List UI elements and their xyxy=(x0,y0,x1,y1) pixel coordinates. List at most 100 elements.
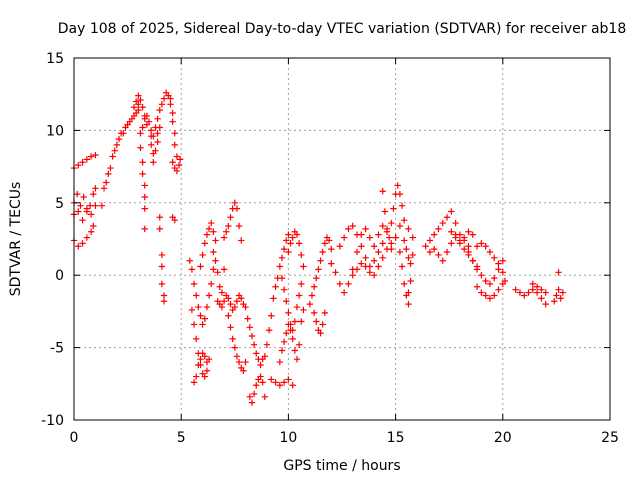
data-point-plus-marker xyxy=(259,379,266,386)
data-point-plus-marker xyxy=(98,202,106,209)
data-point-plus-marker xyxy=(452,234,459,241)
data-point-plus-marker xyxy=(193,292,200,299)
data-point-plus-marker xyxy=(439,257,446,264)
data-point-plus-marker xyxy=(233,353,241,360)
data-point-plus-marker xyxy=(370,243,378,250)
data-point-plus-marker xyxy=(521,292,528,299)
data-point-plus-marker xyxy=(139,159,146,166)
data-point-plus-marker xyxy=(156,214,163,221)
data-point-plus-marker xyxy=(495,266,502,273)
data-point-plus-marker xyxy=(317,329,324,337)
data-point-plus-marker xyxy=(126,118,133,125)
data-point-plus-marker xyxy=(220,266,228,273)
data-point-plus-marker xyxy=(77,202,84,209)
data-point-plus-marker xyxy=(409,251,416,259)
data-point-plus-marker xyxy=(86,202,94,209)
x-tick-label: 25 xyxy=(601,430,619,446)
data-point-plus-marker xyxy=(465,243,472,250)
data-point-plus-marker xyxy=(276,263,284,270)
data-point-plus-marker xyxy=(293,231,301,238)
data-point-plus-marker xyxy=(171,141,178,149)
data-point-plus-marker xyxy=(130,104,138,111)
data-point-plus-marker xyxy=(92,185,99,192)
data-point-plus-marker xyxy=(317,257,324,264)
data-point-plus-marker xyxy=(405,289,412,296)
data-point-plus-marker xyxy=(197,355,204,363)
data-point-plus-marker xyxy=(261,353,269,360)
data-point-plus-marker xyxy=(195,361,202,369)
data-point-plus-marker xyxy=(280,245,288,253)
data-point-plus-marker xyxy=(156,225,163,233)
data-point-plus-marker xyxy=(358,260,365,267)
data-point-plus-marker xyxy=(238,295,245,302)
data-point-plus-marker xyxy=(400,216,408,224)
data-point-plus-marker xyxy=(210,266,217,273)
data-point-plus-marker xyxy=(405,300,412,308)
data-point-plus-marker xyxy=(212,257,219,264)
data-point-plus-marker xyxy=(173,153,181,160)
data-point-plus-marker xyxy=(190,280,198,288)
data-point-plus-marker xyxy=(227,214,234,221)
data-point-plus-marker xyxy=(551,298,558,305)
data-point-plus-marker xyxy=(430,245,438,253)
data-point-plus-marker xyxy=(422,243,429,250)
data-point-plus-marker xyxy=(295,292,303,299)
data-point-plus-marker xyxy=(469,231,476,238)
data-point-plus-marker xyxy=(435,251,442,259)
data-point-plus-marker xyxy=(263,341,271,348)
data-point-plus-marker xyxy=(220,234,228,241)
data-point-plus-marker xyxy=(233,298,241,305)
data-point-plus-marker xyxy=(137,130,144,137)
axes: 0 5 10 15 20 25 -10 -5 0 5 10 15 xyxy=(41,51,619,446)
data-point-plus-marker xyxy=(400,237,408,244)
data-point-plus-marker xyxy=(379,254,386,262)
data-point-plus-marker xyxy=(147,141,155,149)
data-point-plus-marker xyxy=(409,234,416,241)
data-point-plus-marker xyxy=(152,147,159,154)
y-tick-label: 15 xyxy=(46,51,64,67)
data-point-plus-marker xyxy=(205,355,213,363)
data-point-plus-marker xyxy=(225,295,232,302)
data-point-plus-marker xyxy=(87,228,95,235)
data-point-plus-marker xyxy=(400,280,408,288)
data-point-plus-marker xyxy=(248,332,256,340)
data-point-plus-marker xyxy=(396,222,404,230)
data-point-plus-marker xyxy=(203,231,211,238)
data-point-plus-marker xyxy=(392,234,399,241)
data-point-plus-marker xyxy=(199,251,206,259)
data-point-plus-marker xyxy=(370,257,378,264)
data-point-plus-marker xyxy=(188,266,196,273)
x-tick-label: 10 xyxy=(279,430,297,446)
data-point-plus-marker xyxy=(276,382,284,389)
data-point-plus-marker xyxy=(141,182,148,189)
data-point-plus-marker xyxy=(358,243,365,250)
data-point-plus-marker xyxy=(80,193,87,201)
data-point-plus-marker xyxy=(390,205,397,212)
data-point-plus-marker xyxy=(499,257,506,264)
data-point-plus-marker xyxy=(555,269,562,276)
data-point-plus-marker xyxy=(278,274,286,282)
data-point-plus-marker xyxy=(268,312,275,319)
data-point-plus-marker xyxy=(452,219,459,227)
data-point-plus-marker xyxy=(478,240,485,247)
data-point-plus-marker xyxy=(349,272,356,279)
data-point-plus-marker xyxy=(278,347,286,354)
data-point-plus-marker xyxy=(388,219,395,227)
data-point-plus-marker xyxy=(145,118,153,125)
data-point-plus-marker xyxy=(154,130,161,137)
data-point-plus-marker xyxy=(465,228,472,235)
data-point-plus-marker xyxy=(443,214,451,221)
data-point-plus-marker xyxy=(285,248,292,256)
data-point-plus-marker xyxy=(499,269,506,276)
data-point-plus-marker xyxy=(171,130,178,137)
data-point-plus-marker xyxy=(559,289,567,296)
data-point-plus-marker xyxy=(495,286,502,293)
data-point-plus-marker xyxy=(261,393,269,401)
data-point-plus-marker xyxy=(233,205,241,212)
data-point-plus-marker xyxy=(280,338,288,346)
data-point-plus-marker xyxy=(295,341,303,348)
data-point-plus-marker xyxy=(253,350,260,357)
data-point-plus-marker xyxy=(130,112,138,120)
data-point-plus-marker xyxy=(486,295,494,302)
x-tick-label: 15 xyxy=(387,430,405,446)
